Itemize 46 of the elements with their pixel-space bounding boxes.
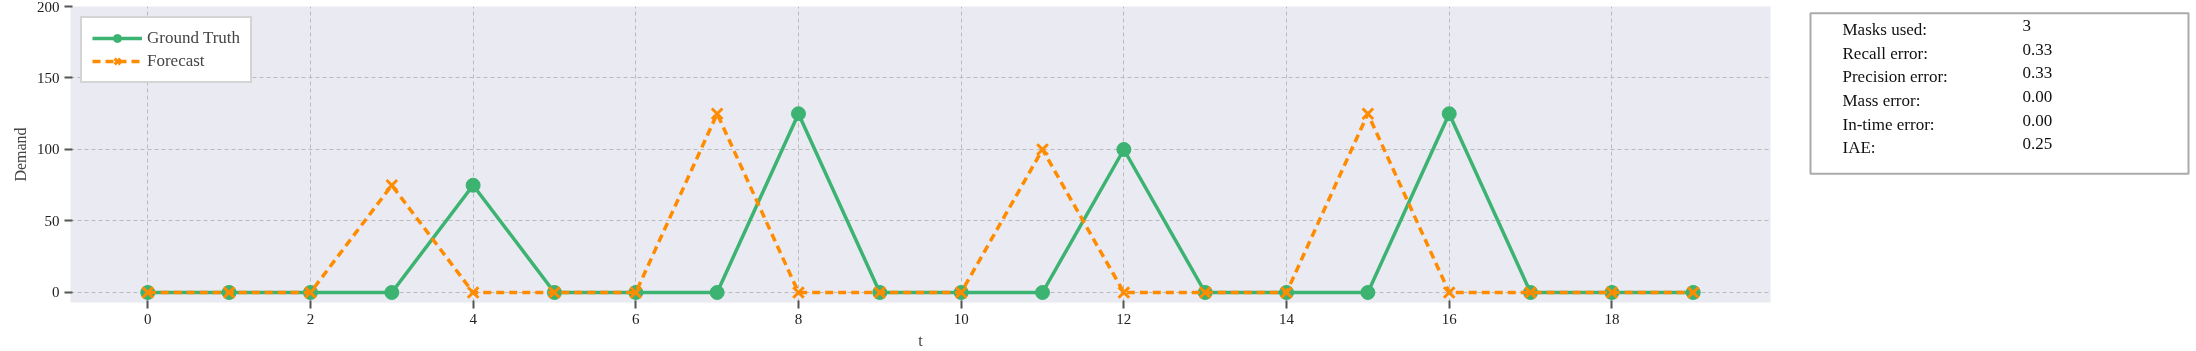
x-tick-label: 12 [1116, 310, 1132, 327]
point [466, 285, 480, 300]
text: Masks used: [1842, 19, 1928, 39]
point [1117, 285, 1131, 300]
x-tick-label: 4 [469, 310, 478, 327]
text: 0.33 [2022, 63, 2053, 83]
text: Recall error: [1842, 43, 1928, 63]
point [790, 106, 806, 122]
x-tick-label: 0 [144, 310, 152, 327]
x-axis-title: t [918, 331, 924, 349]
point [1360, 285, 1376, 300]
text: Precision error: [1842, 67, 1948, 87]
legend-label: Forecast [147, 51, 205, 71]
y-tick-label: 0 [52, 284, 60, 301]
x-tick-label: 14 [1279, 310, 1295, 327]
point [710, 106, 724, 121]
y-tick-label: 50 [44, 212, 60, 229]
text: In-time error: [1842, 114, 1935, 134]
text: 0.00 [2022, 110, 2053, 130]
point [709, 285, 725, 300]
point [465, 177, 481, 193]
text: 3 [2022, 15, 2031, 35]
y-tick-label: 100 [37, 141, 60, 158]
text: 0.33 [2022, 39, 2053, 59]
text: Mass error: [1842, 90, 1921, 110]
point [1035, 285, 1051, 300]
point [1441, 106, 1457, 122]
x-tick-label: 10 [953, 310, 969, 327]
y-axis-title: Demand [12, 127, 29, 182]
text: 0.00 [2022, 86, 2053, 106]
legend-label: Ground Truth [147, 28, 241, 48]
x-tick-label: 6 [632, 310, 641, 327]
point [1442, 285, 1457, 300]
y-tick-label: 200 [37, 0, 60, 15]
x-tick-label: 18 [1604, 310, 1620, 327]
point [1116, 142, 1132, 157]
x-tick-label: 2 [306, 310, 315, 327]
y-tick-label: 150 [37, 70, 60, 86]
point [1361, 106, 1375, 121]
text: 0.25 [2022, 134, 2053, 154]
point [791, 285, 806, 300]
text: IAE: [1842, 138, 1876, 158]
x-tick-label: 16 [1441, 310, 1458, 327]
point [1035, 142, 1050, 157]
point [384, 285, 400, 300]
x-tick-label: 8 [794, 310, 803, 327]
